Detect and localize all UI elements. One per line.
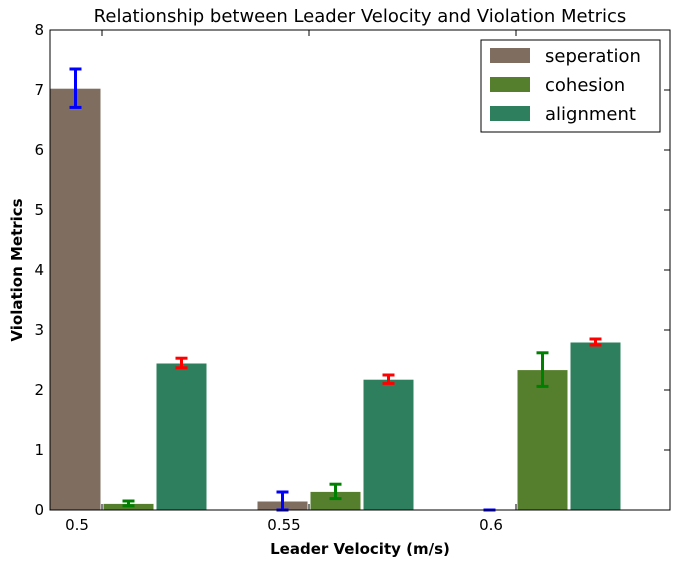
y-tick-label: 3 [34, 321, 44, 339]
legend-label-alignment: alignment [545, 104, 636, 125]
legend-label-seperation: seperation [545, 46, 641, 67]
y-tick-label: 7 [34, 81, 44, 99]
y-axis-label: Violation Metrics [8, 198, 26, 341]
error-bar-cohesion-0.6 [536, 351, 549, 388]
y-tick-label: 6 [34, 141, 44, 159]
bar-cohesion-0.6 [516, 369, 569, 511]
y-tick-label: 1 [34, 441, 44, 459]
y-tick-label: 0 [34, 501, 44, 519]
chart-title: Relationship between Leader Velocity and… [94, 6, 627, 27]
y-tick-label: 4 [34, 261, 44, 279]
y-tick-label: 5 [34, 201, 44, 219]
error-bar-alignment-0.6 [589, 337, 602, 347]
error-bar-alignment-0.5 [175, 356, 188, 370]
bar-seperation-0.5 [49, 87, 102, 511]
y-tick-label: 8 [34, 21, 44, 39]
bar-alignment-0.5 [155, 362, 208, 511]
error-bar-cohesion-0.5 [122, 499, 135, 508]
x-tick-label: 0.5 [65, 516, 89, 534]
x-tick-label: 0.6 [479, 516, 503, 534]
x-tick-label: 0.55 [267, 516, 300, 534]
plot-area: 0 1 2 3 4 5 6 7 8 0.5 0.55 0.6 [34, 21, 670, 534]
plot-frame [49, 29, 671, 511]
x-axis-label: Leader Velocity (m/s) [270, 540, 450, 558]
legend-swatch-cohesion [490, 77, 530, 92]
bar-alignment-0.6 [569, 341, 622, 511]
error-bar-cohesion-0.55 [329, 482, 342, 501]
error-bar-seperation-0.5 [69, 67, 82, 109]
error-bar-alignment-0.55 [382, 373, 395, 385]
legend-swatch-seperation [490, 48, 530, 63]
legend-label-cohesion: cohesion [545, 75, 625, 96]
legend-swatch-alignment [490, 106, 530, 121]
legend: seperation cohesion alignment [480, 39, 661, 133]
bar-alignment-0.55 [362, 378, 415, 511]
y-tick-label: 2 [34, 381, 44, 399]
